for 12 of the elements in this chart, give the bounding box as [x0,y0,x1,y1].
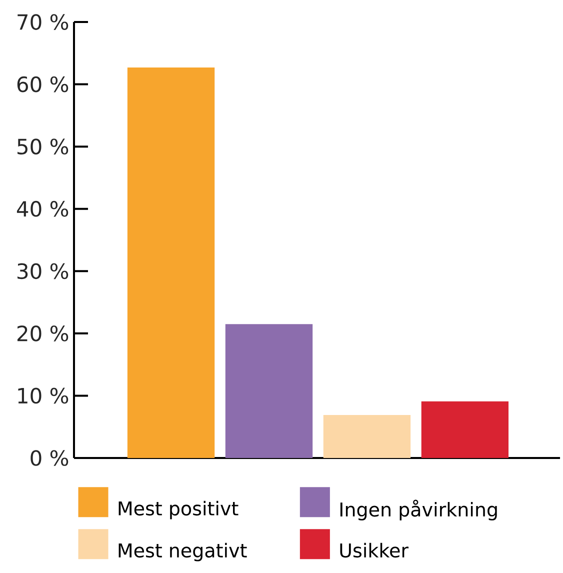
y-tick-label: 60 % [17,76,68,92]
legend-label: Usikker [340,542,409,558]
legend-label: Mest positivt [118,500,238,520]
y-tick-label: 40 % [16,200,68,217]
y-tick-label: 50 % [18,138,68,155]
y-tick-label: 20 % [17,325,68,342]
legend-label: Mest negativt [118,542,247,562]
y-tick-label: 0 % [30,450,68,466]
legend-label: Ingen påvirkning [340,500,497,520]
y-tick-label: 30 % [18,263,68,280]
y-tick-label: 70 % [18,14,68,30]
y-tick-label: 10 % [18,388,68,404]
